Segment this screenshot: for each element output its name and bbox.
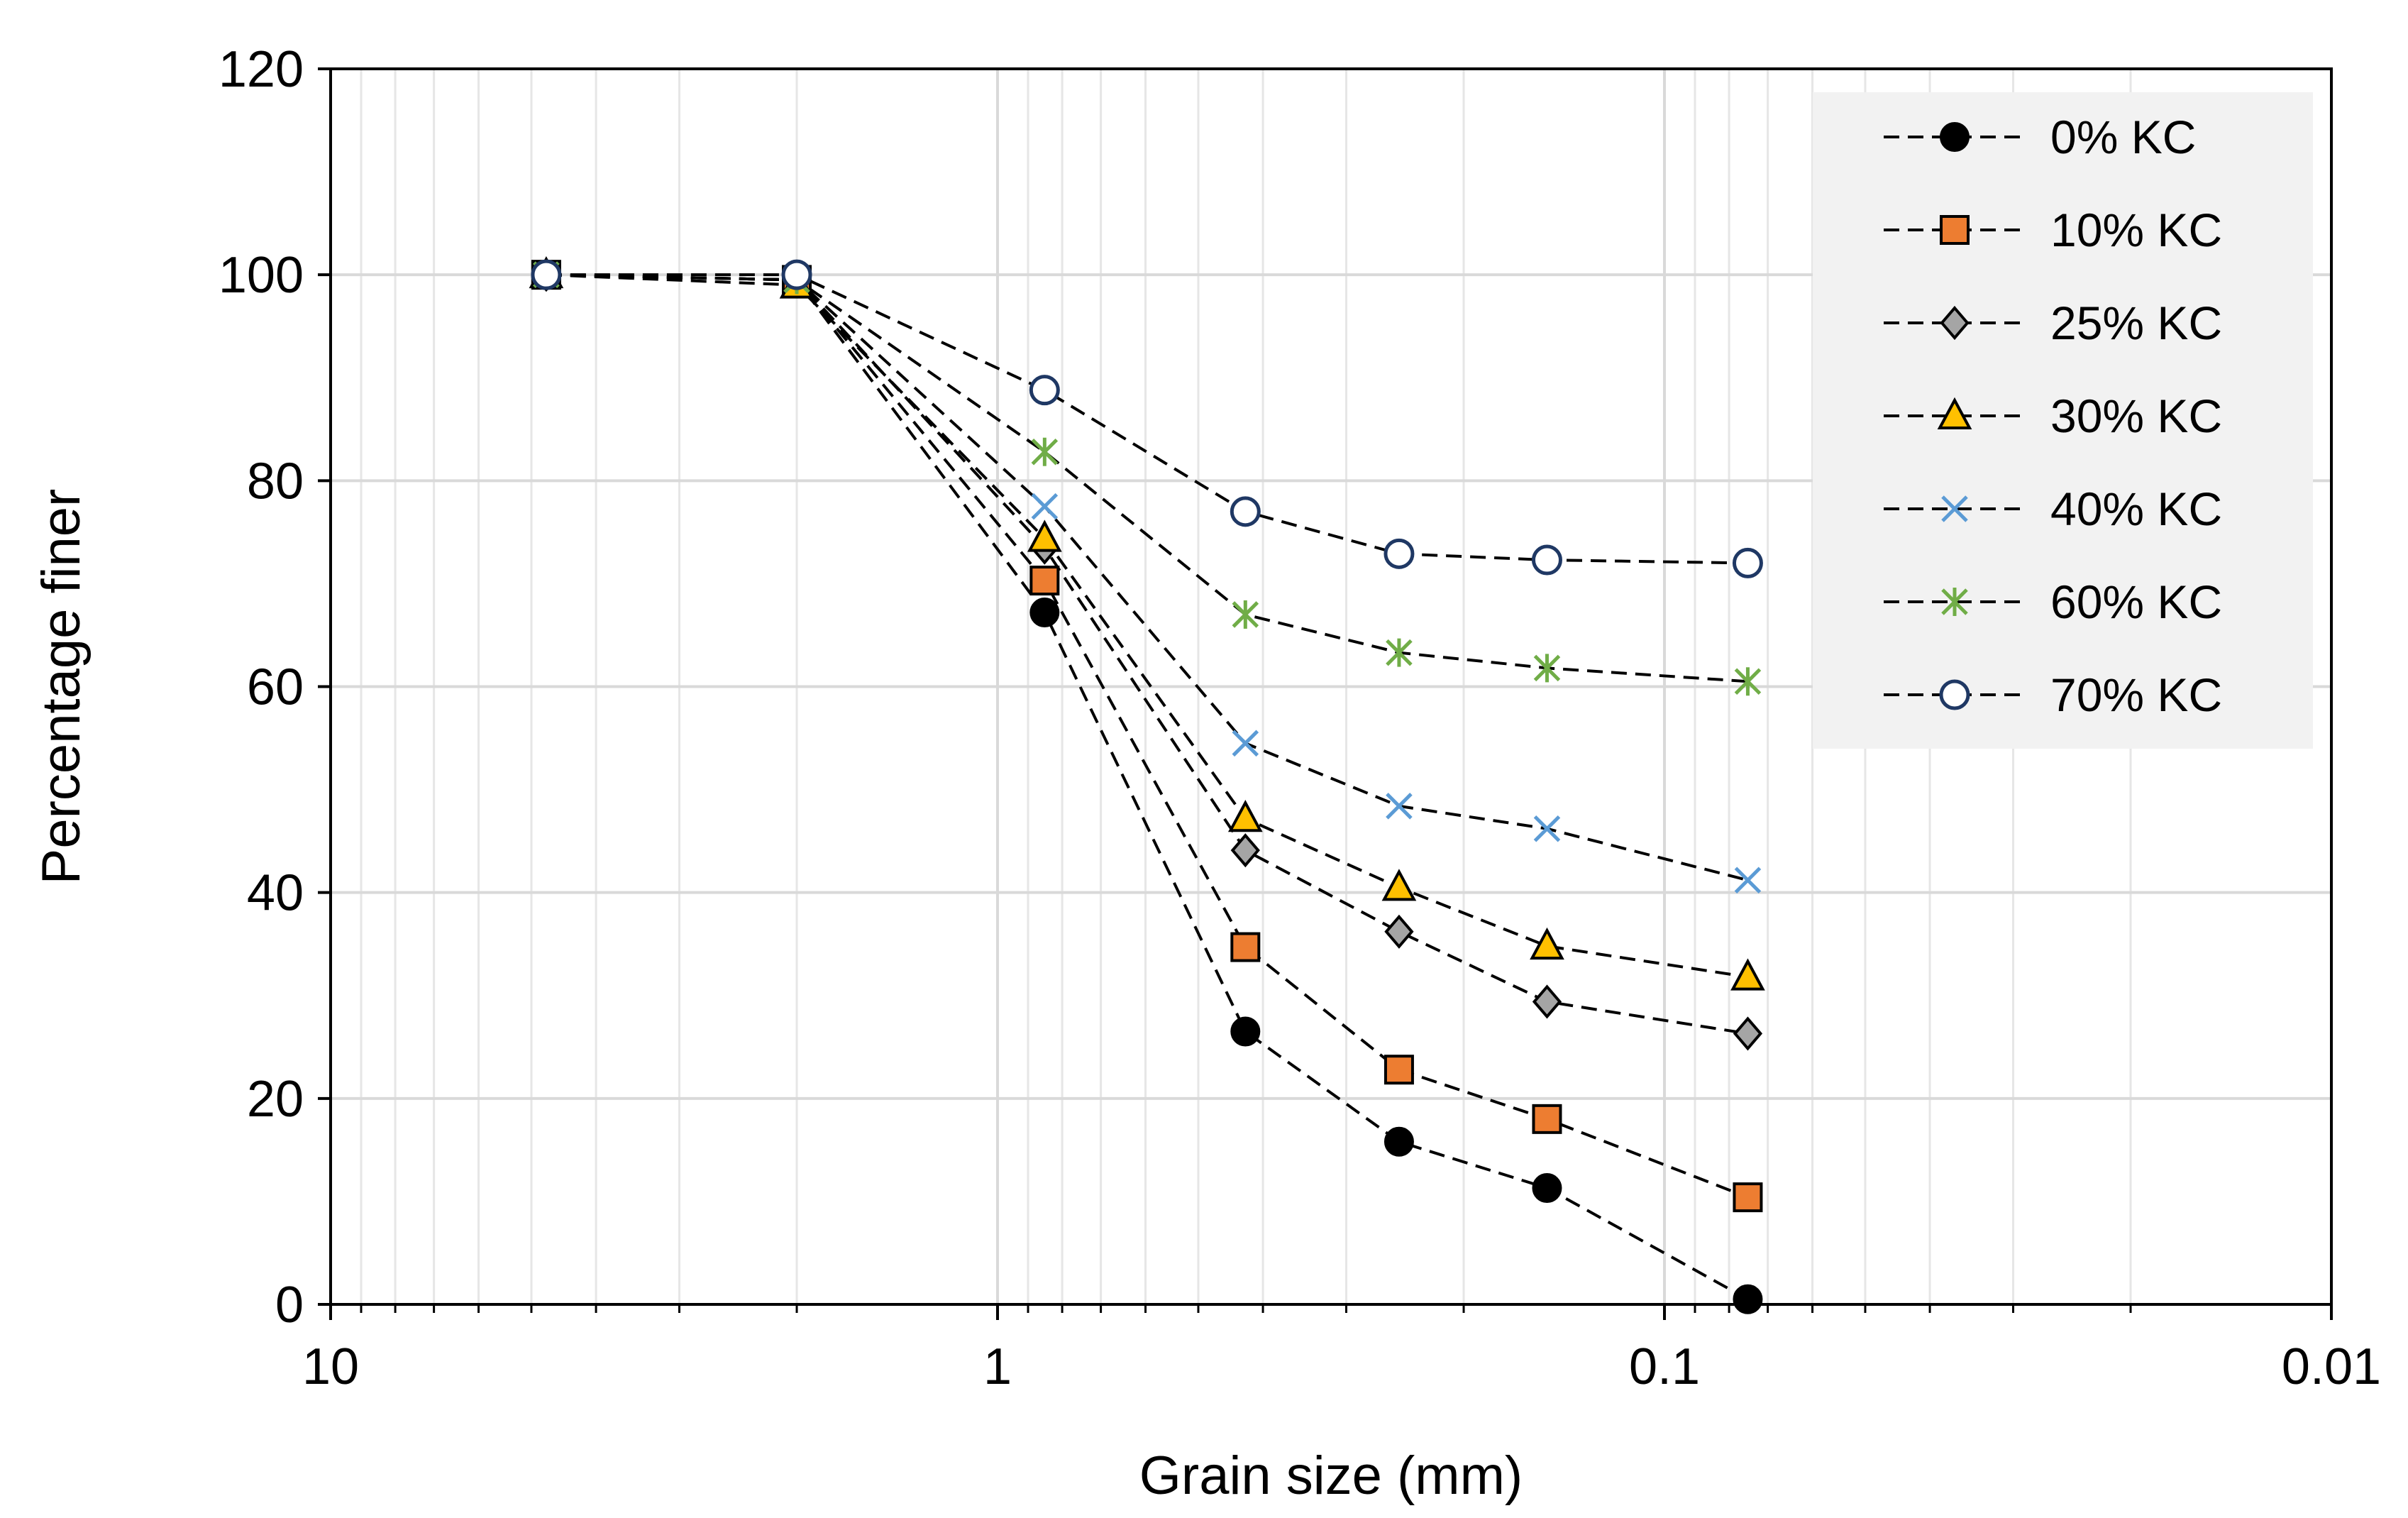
- data-point: [1230, 496, 1261, 527]
- legend-item: 40% KC: [1884, 483, 2222, 535]
- data-point: [1533, 815, 1561, 842]
- legend-marker: [1937, 397, 1972, 429]
- legend-label: 40% KC: [2050, 483, 2222, 535]
- data-point: [1531, 544, 1562, 576]
- data-point: [531, 259, 562, 290]
- legend-marker: [1940, 215, 1970, 245]
- legend-label: 25% KC: [2050, 297, 2222, 349]
- data-point: [1533, 654, 1561, 683]
- legend-item: 60% KC: [1884, 576, 2222, 628]
- x-axis-tick-labels: 10 1 0.1 0.01: [302, 1338, 2381, 1395]
- y-tick-label: 40: [247, 865, 304, 922]
- legend-marker: [1939, 679, 1970, 710]
- data-point: [1532, 984, 1562, 1019]
- series-layer: [529, 255, 1765, 1314]
- x-axis-title: Grain size (mm): [1139, 1446, 1523, 1506]
- legend-item: 10% KC: [1884, 204, 2222, 256]
- data-point: [1730, 958, 1765, 991]
- x-tick-label: 0.1: [1629, 1338, 1700, 1395]
- data-point: [1029, 598, 1060, 628]
- data-point: [1381, 869, 1417, 901]
- x-tick-label: 10: [302, 1338, 359, 1395]
- legend-marker: [1940, 122, 1970, 152]
- legend-label: 10% KC: [2050, 204, 2222, 256]
- axis-ticks: [318, 67, 2333, 1320]
- y-tick-label: 60: [247, 659, 304, 716]
- y-tick-label: 100: [219, 247, 304, 304]
- data-point: [1227, 799, 1263, 832]
- legend-marker: [1941, 495, 1968, 522]
- data-point: [1230, 932, 1261, 962]
- data-point: [1384, 1055, 1414, 1085]
- data-point: [781, 259, 812, 290]
- legend-label: 70% KC: [2050, 669, 2222, 721]
- data-point: [1031, 437, 1059, 466]
- data-point: [1232, 600, 1259, 629]
- legend-item: 0% KC: [1884, 111, 2196, 163]
- y-axis-title: Percentage finer: [31, 489, 92, 885]
- data-point: [1732, 547, 1763, 578]
- data-point: [1734, 667, 1762, 696]
- y-tick-label: 120: [219, 41, 304, 98]
- data-point: [1031, 493, 1059, 520]
- data-point: [1029, 566, 1060, 596]
- legend-item: 25% KC: [1884, 297, 2222, 349]
- legend-label: 0% KC: [2050, 111, 2196, 163]
- data-point: [1027, 519, 1062, 552]
- data-point: [1230, 833, 1260, 868]
- y-tick-label: 20: [247, 1071, 304, 1128]
- data-point: [1029, 375, 1060, 406]
- data-point: [1384, 1126, 1414, 1157]
- data-point: [1386, 793, 1413, 820]
- data-point: [1733, 1284, 1763, 1314]
- x-tick-label: 0.01: [2282, 1338, 2381, 1395]
- legend-item: 30% KC: [1884, 390, 2222, 442]
- y-tick-label: 80: [247, 453, 304, 510]
- legend-item: 70% KC: [1884, 669, 2222, 721]
- data-point: [1733, 1182, 1763, 1213]
- data-point: [1734, 867, 1762, 894]
- data-point: [1230, 1016, 1261, 1047]
- data-point: [1532, 1173, 1562, 1204]
- series-70-kc: [531, 259, 1763, 578]
- data-point: [1232, 730, 1259, 757]
- data-point: [1532, 1104, 1562, 1134]
- data-point: [1384, 914, 1414, 949]
- legend-label: 60% KC: [2050, 576, 2222, 628]
- legend-box: [1813, 92, 2313, 749]
- legend: 0% KC 10% KC 25% KC 30% KC 40% KC 60% KC 70% K…: [1813, 92, 2313, 749]
- legend-marker: [1941, 588, 1968, 616]
- data-point: [1530, 927, 1564, 960]
- data-point: [1384, 538, 1415, 569]
- legend-label: 30% KC: [2050, 390, 2222, 442]
- legend-marker: [1940, 305, 1970, 341]
- data-point: [1733, 1016, 1763, 1051]
- y-axis-tick-labels: 0 20 40 60 80 100 120: [219, 41, 304, 1333]
- x-tick-label: 1: [983, 1338, 1012, 1395]
- data-point: [1386, 638, 1413, 667]
- y-tick-label: 0: [275, 1277, 304, 1333]
